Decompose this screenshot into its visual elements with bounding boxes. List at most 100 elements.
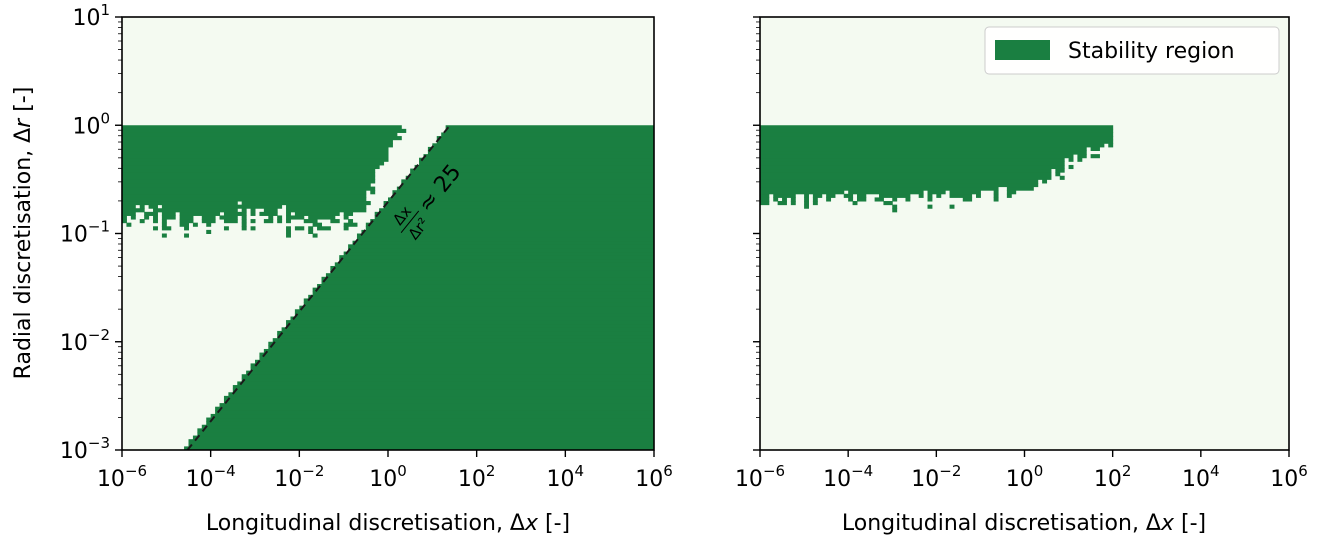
left-x-ticks: 10−6 10−4 10−2 100 102 104 106 — [97, 450, 673, 492]
left-stable-cell — [122, 125, 402, 130]
right-stable-cell — [760, 132, 1114, 137]
left-stable-cell — [223, 399, 655, 404]
left-stable-cell — [286, 219, 291, 224]
left-stable-cell — [277, 215, 283, 220]
left-stable-cell — [122, 154, 389, 159]
left-stable-cell — [441, 132, 655, 137]
left-stable-cell — [197, 431, 655, 437]
left-stable-cell — [223, 226, 229, 231]
left-stable-cell — [281, 327, 655, 332]
right-stable-cell — [879, 193, 911, 198]
left-stable-cell — [286, 211, 291, 216]
left-stable-cell — [330, 219, 340, 224]
left-stable-cell — [144, 211, 158, 216]
right-stable-cell — [848, 197, 854, 202]
right-stable-cell — [927, 204, 933, 209]
left-stable-cell — [343, 222, 358, 227]
right-stable-cell — [760, 164, 1065, 170]
left-stable-cell — [263, 208, 278, 213]
right-stable-cell — [852, 201, 858, 206]
right-stable-cell — [826, 197, 832, 202]
left-stable-cell — [303, 302, 655, 307]
left-stable-cell — [352, 240, 655, 245]
left-stable-cell — [250, 363, 655, 368]
x-tick-label: 102 — [1094, 462, 1132, 492]
left-stable-cell — [334, 262, 655, 267]
left-stable-cell — [427, 146, 655, 152]
left-stable-cell — [241, 208, 247, 213]
left-stable-cell — [263, 219, 274, 224]
left-stable-cell — [432, 143, 655, 148]
left-heatmap-cells — [122, 17, 655, 451]
left-stable-cell — [286, 215, 305, 220]
left-stable-cell — [130, 215, 136, 220]
left-stable-cell — [445, 125, 655, 130]
left-stable-cell — [122, 143, 393, 148]
y-tick-label: 10−2 — [60, 326, 110, 356]
right-stable-cell — [962, 197, 973, 202]
right-stable-cell — [1108, 143, 1114, 148]
right-stable-cell — [1077, 157, 1083, 162]
left-stable-cell — [223, 211, 247, 216]
left-stable-cell — [286, 208, 367, 213]
left-stable-cell — [405, 175, 655, 180]
left-stable-cell — [268, 215, 274, 220]
left-stable-cell — [153, 215, 158, 220]
right-heatmap-cells — [760, 17, 1289, 450]
left-stable-cell — [246, 370, 655, 375]
right-stable-cell — [773, 197, 779, 202]
left-stable-cell — [419, 161, 655, 166]
right-stable-cell — [949, 204, 955, 209]
right-stable-cell — [777, 201, 787, 206]
right-stable-cell — [812, 193, 823, 198]
left-stable-cell — [179, 222, 189, 227]
right-stable-cell — [760, 143, 1105, 148]
left-stable-cell — [308, 215, 336, 220]
right-stable-cell — [874, 197, 884, 202]
left-stable-cell — [201, 424, 655, 429]
left-stable-cell — [312, 222, 322, 227]
left-stable-cell — [237, 381, 655, 386]
left-stable-cell — [232, 388, 655, 393]
right-stable-cell — [804, 204, 809, 209]
right-stable-cell — [949, 193, 973, 198]
x-tick-label: 106 — [1270, 462, 1308, 492]
right-y-ticks — [753, 16, 760, 451]
right-stable-cell — [1090, 154, 1100, 159]
left-stable-cell — [303, 219, 318, 224]
right-stable-cell — [790, 197, 796, 202]
right-stable-cell — [1090, 146, 1100, 152]
right-stable-cell — [773, 193, 796, 198]
left-stable-cell — [330, 269, 655, 274]
left-stable-cell — [259, 356, 655, 361]
left-stable-cell — [414, 164, 655, 170]
left-stable-cell — [277, 219, 283, 224]
right-unstable-background — [760, 17, 1289, 450]
left-stable-cell — [122, 211, 136, 216]
x-tick-label: 106 — [635, 462, 673, 492]
left-stable-cell — [312, 291, 655, 296]
left-stable-cell — [122, 193, 367, 198]
left-stable-cell — [250, 208, 256, 213]
left-stable-cell — [268, 345, 655, 350]
right-stable-cell — [892, 197, 898, 202]
left-stable-cell — [122, 182, 371, 188]
stability-boundary-line — [186, 124, 451, 451]
left-stable-cell — [343, 211, 354, 216]
left-stable-cell — [139, 204, 145, 209]
left-stable-cell — [286, 229, 291, 234]
left-stable-cell — [228, 392, 655, 397]
left-stable-cell — [383, 201, 655, 206]
left-stable-cell — [206, 421, 655, 426]
right-stable-cell — [927, 197, 933, 202]
right-stable-cell — [760, 186, 999, 191]
left-stable-cell — [286, 233, 291, 238]
left-stable-cell — [396, 186, 655, 191]
left-stable-cell — [286, 204, 367, 209]
left-stable-cell — [427, 150, 655, 155]
left-stable-cell — [161, 215, 176, 220]
x-tick-label: 102 — [458, 462, 496, 492]
right-stable-cell — [993, 190, 999, 195]
right-stable-cell — [760, 161, 1065, 166]
right-stable-cell — [993, 193, 999, 198]
